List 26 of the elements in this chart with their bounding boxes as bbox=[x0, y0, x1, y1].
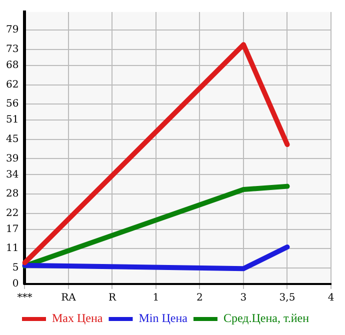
y-tick-label: 17 bbox=[6, 224, 19, 235]
legend-label: Max Цена bbox=[52, 311, 104, 326]
y-tick-label: 28 bbox=[6, 188, 19, 200]
y-tick-label: 68 bbox=[6, 60, 19, 72]
y-tick-label: 45 bbox=[6, 134, 19, 145]
x-tick-label: RA bbox=[61, 292, 77, 304]
legend-label: Min Цена bbox=[138, 311, 188, 326]
x-tick-label: R bbox=[108, 292, 116, 304]
y-tick-label: 39 bbox=[6, 153, 19, 164]
x-tick-label: *** bbox=[17, 292, 32, 304]
y-tick-label: 11 bbox=[6, 243, 19, 254]
legend-label: Сред.Цена, т.йен bbox=[223, 311, 310, 326]
y-tick-label: 56 bbox=[6, 98, 19, 110]
x-tick-label: 1 bbox=[152, 292, 160, 304]
x-tick-label: 4 bbox=[328, 292, 334, 304]
y-tick-label: 73 bbox=[6, 44, 19, 55]
x-tick-label: 3,5 bbox=[279, 292, 296, 304]
x-tick-label: 3 bbox=[240, 292, 247, 304]
x-tick-label: 2 bbox=[196, 292, 203, 304]
y-tick-label: 79 bbox=[6, 24, 19, 36]
y-tick-label: 51 bbox=[6, 114, 19, 126]
y-tick-label: 0 bbox=[12, 278, 19, 290]
y-tick-label: 22 bbox=[6, 208, 19, 219]
y-tick-label: 62 bbox=[6, 79, 19, 90]
y-tick-label: 5 bbox=[12, 262, 19, 274]
y-tick-label: 34 bbox=[6, 169, 19, 180]
